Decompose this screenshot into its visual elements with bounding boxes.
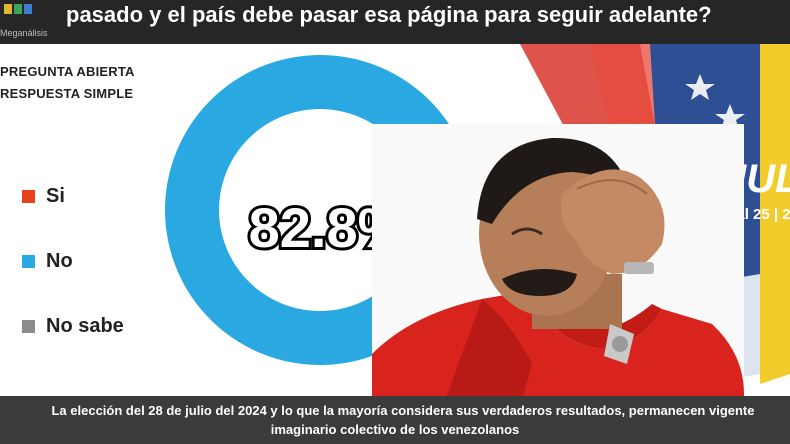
caption-line-2: imaginario colectivo de los venezolanos: [270, 422, 520, 437]
legend-swatch-si: [22, 190, 35, 203]
tag-open-question: PREGUNTA ABIERTA: [0, 64, 135, 79]
header-bar: Meganálisis pasado y el país debe pasar …: [0, 0, 790, 44]
tag-simple-answer: RESPUESTA SIMPLE: [0, 86, 134, 101]
caption-line-1: La elección del 28 de julio del 2024 y l…: [51, 403, 755, 418]
legend-swatch-no-sabe: [22, 320, 35, 333]
meganalisis-logo-icon: [4, 4, 32, 14]
legend-label-si: Si: [46, 185, 65, 207]
legend-label-no-sabe: No sabe: [46, 315, 124, 337]
survey-question: pasado y el país debe pasar esa página p…: [66, 2, 712, 27]
chart-area: JUL Del 18 al 25 | 2 PREGUNTA ABIERTA RE…: [0, 44, 790, 436]
man-photo: 360: [372, 124, 744, 436]
logo-text: Meganálisis: [0, 28, 48, 38]
legend-label-no: No: [46, 250, 73, 272]
legend-swatch-no: [22, 255, 35, 268]
footer-caption: La elección del 28 de julio del 2024 y l…: [0, 396, 790, 444]
